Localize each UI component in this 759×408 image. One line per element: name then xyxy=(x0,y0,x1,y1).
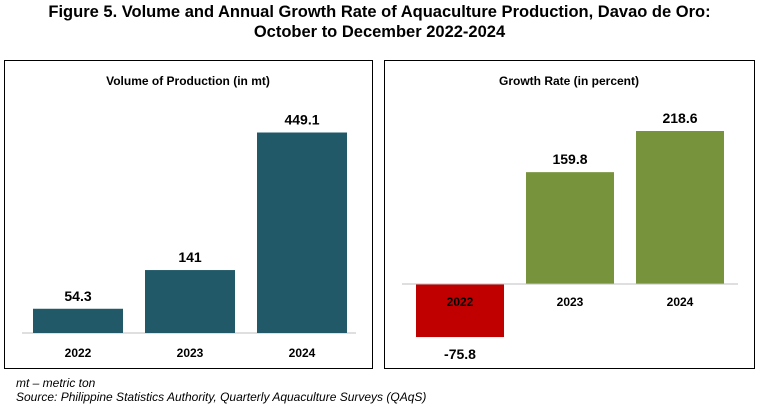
volume-category-label-2022: 2022 xyxy=(65,346,92,360)
volume-value-label-2024: 449.1 xyxy=(284,112,319,128)
figure-title-line2: October to December 2022-2024 xyxy=(253,23,506,41)
growth-value-label-2024: 218.6 xyxy=(662,110,697,126)
growth-category-label-2023: 2023 xyxy=(557,295,584,309)
growth-category-label-2024: 2024 xyxy=(667,295,694,309)
volume-bar-2022 xyxy=(33,308,123,333)
growth-bar-2023 xyxy=(526,172,614,284)
growth-value-label-2022: -75.8 xyxy=(444,346,476,362)
growth-category-label-2022: 2022 xyxy=(447,295,474,309)
source-note: Source: Philippine Statistics Authority,… xyxy=(16,390,427,404)
growth-bar-2024 xyxy=(636,131,724,284)
volume-chart: Volume of Production (in mt) 54.3 2022 141 2… xyxy=(22,74,356,360)
volume-bar-2023 xyxy=(145,270,235,333)
volume-category-label-2023: 2023 xyxy=(177,346,204,360)
volume-value-label-2022: 54.3 xyxy=(64,288,91,304)
figure-title-line1: Figure 5. Volume and Annual Growth Rate … xyxy=(48,3,711,21)
growth-chart: Growth Rate (in percent) -75.8 2022 159.8 20… xyxy=(402,74,738,362)
volume-value-label-2023: 141 xyxy=(178,249,202,265)
volume-chart-title: Volume of Production (in mt) xyxy=(106,74,270,88)
volume-bar-2024 xyxy=(257,132,347,333)
growth-value-label-2023: 159.8 xyxy=(552,151,587,167)
growth-bar-2022 xyxy=(416,284,504,338)
footnote-mt: mt – metric ton xyxy=(16,376,96,390)
figure-title: Figure 5. Volume and Annual Growth Rate … xyxy=(0,2,759,42)
growth-chart-title: Growth Rate (in percent) xyxy=(499,74,639,88)
growth-chart-panel: Growth Rate (in percent) -75.8 2022 159.8 20… xyxy=(384,60,755,369)
volume-category-label-2024: 2024 xyxy=(289,346,316,360)
volume-chart-panel: Volume of Production (in mt) 54.3 2022 141 2… xyxy=(4,60,373,369)
